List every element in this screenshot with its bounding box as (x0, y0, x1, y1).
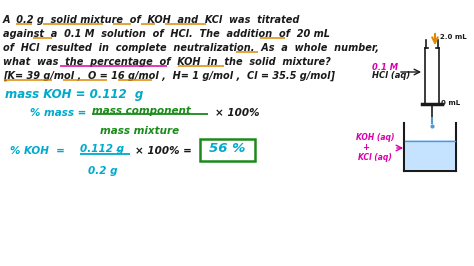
Text: 0.112 g: 0.112 g (80, 144, 124, 154)
Text: what  was  the  percentage  of  KOH  in  the  solid  mixture?: what was the percentage of KOH in the so… (3, 57, 331, 67)
Text: mass mixture: mass mixture (100, 126, 179, 136)
Text: mass KOH = 0.112  g: mass KOH = 0.112 g (5, 88, 143, 101)
Text: 0.1 M: 0.1 M (372, 64, 398, 73)
Text: mass component: mass component (92, 106, 191, 116)
Text: × 100% =: × 100% = (135, 146, 192, 156)
Text: of  HCl  resulted  in  complete  neutralization.  As  a  whole  number,: of HCl resulted in complete neutralizati… (3, 43, 379, 53)
Text: A  0.2 g  solid mixture  of  KOH  and  KCl  was  titrated: A 0.2 g solid mixture of KOH and KCl was… (3, 15, 301, 25)
Text: × 100%: × 100% (215, 108, 259, 118)
Text: KOH (aq): KOH (aq) (356, 134, 394, 143)
Text: against  a  0.1 M  solution  of  HCl.  The  addition  of  20 mL: against a 0.1 M solution of HCl. The add… (3, 29, 330, 39)
Text: 0 mL: 0 mL (441, 100, 460, 106)
Text: +: + (362, 143, 369, 152)
Text: HCl (aq): HCl (aq) (372, 72, 410, 81)
Text: 0.2 g: 0.2 g (88, 166, 118, 176)
Text: KCl (aq): KCl (aq) (358, 153, 392, 163)
Bar (200, 139, 255, 161)
Text: [K= 39 g/mol ,  O = 16 g/mol ,  H= 1 g/mol ,  Cl = 35.5 g/mol]: [K= 39 g/mol , O = 16 g/mol , H= 1 g/mol… (3, 71, 335, 81)
Text: % mass =: % mass = (30, 108, 90, 118)
Bar (405, 140, 455, 170)
Text: 2.0 mL: 2.0 mL (440, 34, 466, 40)
Text: 56 %: 56 % (210, 143, 246, 156)
Text: % KOH  =: % KOH = (10, 146, 65, 156)
